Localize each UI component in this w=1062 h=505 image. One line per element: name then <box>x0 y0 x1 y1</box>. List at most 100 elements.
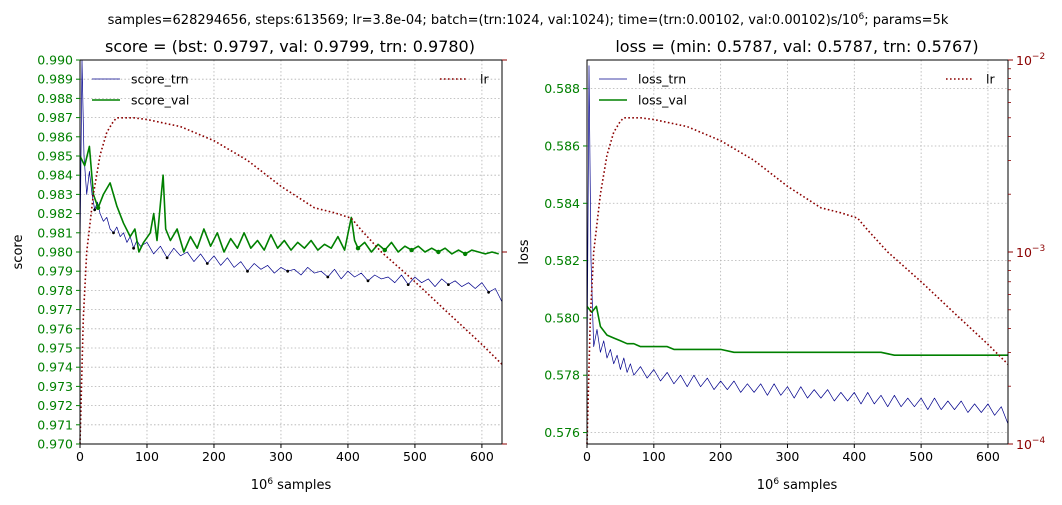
score-y-axis-label: score <box>11 235 26 270</box>
figure-suptitle: samples=628294656, steps:613569; lr=3.8e… <box>108 12 949 28</box>
y2-tick-exponent: −3 <box>1032 244 1045 254</box>
score-x-tick-label: 300 <box>269 449 293 464</box>
score-x-tick-label: 600 <box>470 449 494 464</box>
score-x-tick-label: 200 <box>202 449 226 464</box>
score-y-tick-label: 0.973 <box>37 379 73 394</box>
y2-tick-base: 10 <box>1016 245 1032 260</box>
score-title: score = (bst: 0.9797, val: 0.9799, trn: … <box>105 37 475 56</box>
score-y-tick-label: 0.975 <box>37 341 73 356</box>
score-score-val-marker <box>95 205 101 210</box>
score-x-tick-label: 500 <box>403 449 427 464</box>
score-panel: score = (bst: 0.9797, val: 0.9799, trn: … <box>11 37 507 493</box>
loss-series-loss-trn <box>586 65 1009 425</box>
loss-y2-tick-label: 10−2 <box>1016 52 1045 68</box>
loss-y2-tick-label: 10−3 <box>1016 244 1045 260</box>
score-y-tick-label: 0.987 <box>37 110 73 125</box>
score-y-tick-label: 0.986 <box>37 129 73 144</box>
score-score-val-marker <box>382 247 387 253</box>
score-y-tick-label: 0.970 <box>37 437 73 452</box>
suptitle-tail: ; params=5k <box>864 13 949 28</box>
score-y-tick-label: 0.980 <box>37 245 73 260</box>
loss-xlabel-sup: 6 <box>773 477 779 487</box>
score-y-tick-label: 0.982 <box>37 206 73 221</box>
score-xlabel-sup: 6 <box>267 477 273 487</box>
y2-tick-base: 10 <box>1016 53 1032 68</box>
score-y-tick-label: 0.981 <box>37 225 73 240</box>
score-x-tick-label: 0 <box>76 449 84 464</box>
score-score-trn-marker <box>205 262 209 265</box>
loss-y-tick-label: 0.578 <box>544 368 580 383</box>
loss-y-tick-label: 0.576 <box>544 425 580 440</box>
score-y-tick-label: 0.974 <box>37 360 73 375</box>
loss-y-axis-ticks: 0.576 0.578 0.580 0.582 0.584 0.586 0.588 <box>544 81 587 440</box>
loss-x-tick-label: 300 <box>776 449 800 464</box>
loss-y-tick-label: 0.582 <box>544 253 580 268</box>
score-score-trn-marker <box>366 279 370 283</box>
y2-tick-exponent: −2 <box>1032 52 1045 62</box>
score-score-trn-marker <box>93 208 97 212</box>
score-series-score-val <box>79 145 499 255</box>
loss-legend: loss_trn loss_val lr <box>599 72 995 108</box>
score-score-val-marker <box>355 246 361 251</box>
y2-tick-exponent: −4 <box>1032 436 1046 446</box>
score-score-trn-marker <box>487 290 490 294</box>
score-score-trn-marker <box>112 231 115 235</box>
loss-x-axis-ticks: 0 100 200 300 400 500 600 <box>583 444 1000 464</box>
score-legend-label-score-trn: score_trn <box>131 72 189 87</box>
score-legend-label-score-val: score_val <box>131 93 189 108</box>
score-x-axis-ticks: 0 100 200 300 400 500 600 <box>76 444 494 464</box>
loss-y-axis-label: loss <box>517 239 532 264</box>
score-score-trn-marker <box>406 283 410 286</box>
loss-legend-label-loss-val: loss_val <box>638 93 687 108</box>
loss-title: loss = (min: 0.5787, val: 0.5787, trn: 0… <box>615 37 978 56</box>
loss-x-tick-label: 200 <box>709 449 733 464</box>
suptitle-main: samples=628294656, steps:613569; lr=3.8e… <box>108 13 859 28</box>
score-y-tick-label: 0.985 <box>37 149 73 164</box>
score-score-trn-marker <box>165 256 169 260</box>
loss-y-tick-label: 0.588 <box>544 81 580 96</box>
score-y-tick-label: 0.984 <box>37 168 73 183</box>
score-xlabel-tail: samples <box>273 478 331 493</box>
loss-series-layer <box>586 65 1009 445</box>
loss-y-tick-label: 0.586 <box>544 138 580 153</box>
score-x-tick-label: 100 <box>135 449 159 464</box>
loss-x-tick-label: 500 <box>909 449 933 464</box>
score-xlabel-base: 10 <box>251 478 268 493</box>
score-score-val-marker <box>436 249 441 255</box>
score-series-layer <box>79 59 503 445</box>
loss-xlabel-tail: samples <box>779 478 837 493</box>
y2-tick-base: 10 <box>1016 437 1032 452</box>
score-score-val-marker <box>409 247 414 253</box>
score-series-lr <box>79 117 503 445</box>
loss-y2-tick-label: 10−4 <box>1016 436 1045 452</box>
score-y-tick-label: 0.979 <box>37 264 73 279</box>
loss-x-tick-label: 400 <box>842 449 866 464</box>
score-y-tick-label: 0.989 <box>37 72 73 87</box>
loss-y-tick-label: 0.584 <box>544 196 580 211</box>
loss-y-tick-label: 0.580 <box>544 310 580 325</box>
score-y-tick-label: 0.971 <box>37 417 73 432</box>
score-y-tick-label: 0.988 <box>37 91 73 106</box>
loss-x-tick-label: 100 <box>642 449 666 464</box>
score-y-tick-label: 0.983 <box>37 187 73 202</box>
score-x-axis-label: 106 samples <box>251 477 332 493</box>
score-y-axis-ticks: 0.970 0.971 0.972 0.973 0.974 0.975 0.976 0.977… <box>37 53 507 452</box>
loss-legend-label-lr: lr <box>986 72 995 87</box>
loss-series-loss-val <box>586 305 1008 357</box>
score-y-tick-label: 0.977 <box>37 302 73 317</box>
score-score-trn-marker <box>447 283 450 286</box>
loss-x-axis-label: 106 samples <box>757 477 838 493</box>
score-y-tick-label: 0.978 <box>37 283 73 298</box>
score-score-val-marker <box>463 251 468 257</box>
loss-xlabel-base: 10 <box>757 478 774 493</box>
loss-x-tick-label: 600 <box>976 449 1000 464</box>
loss-x-tick-label: 0 <box>583 449 591 464</box>
score-score-trn-marker <box>132 246 136 250</box>
score-y-tick-label: 0.990 <box>37 53 73 68</box>
score-score-trn-marker <box>286 269 290 273</box>
loss-legend-label-loss-trn: loss_trn <box>638 72 686 87</box>
score-legend: score_trn score_val lr <box>92 72 489 108</box>
score-score-trn-marker <box>326 275 330 279</box>
score-series-score-trn <box>79 59 503 303</box>
